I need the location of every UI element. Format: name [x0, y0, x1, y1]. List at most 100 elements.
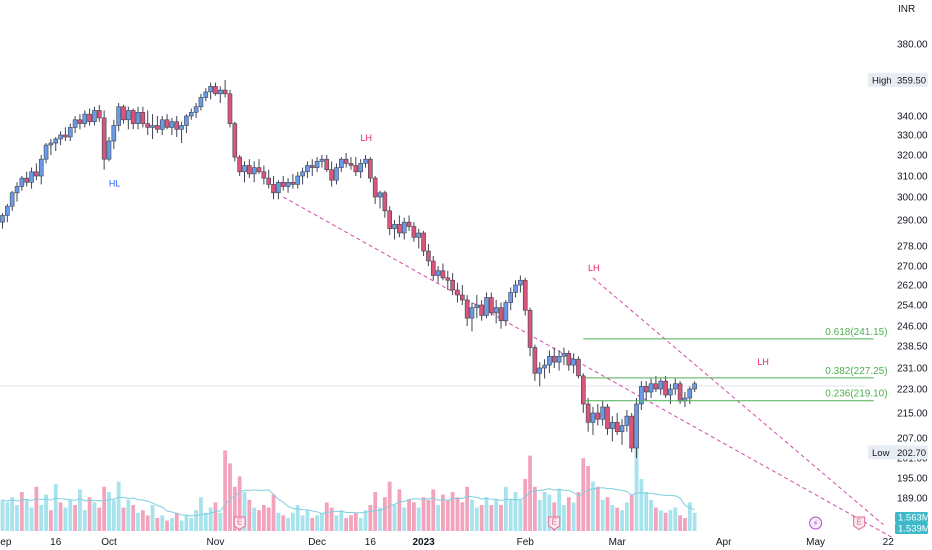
candle — [38, 155, 44, 185]
time-tick-label: 2023 — [412, 537, 435, 548]
volume-bar — [484, 497, 489, 531]
low-tag-value: 202.70 — [897, 448, 926, 459]
candle-body — [87, 113, 92, 123]
volume-bar — [170, 518, 174, 531]
volume-bar — [82, 510, 87, 531]
volume-bar — [349, 515, 353, 531]
candle — [0, 213, 5, 229]
candle — [561, 347, 567, 366]
earnings-marker[interactable]: E — [233, 516, 246, 531]
volume-tag-value: 1.539M — [898, 524, 930, 535]
swing-label: LH — [757, 357, 769, 367]
candle-body — [576, 358, 581, 377]
volume-bar — [373, 492, 378, 531]
candle-body — [343, 158, 349, 164]
candle-body — [329, 169, 334, 181]
volume-bar — [247, 499, 252, 531]
volume-bar — [605, 497, 610, 531]
candle — [518, 275, 523, 293]
candle-body — [556, 355, 562, 363]
candle — [479, 300, 484, 321]
candle-body — [377, 192, 383, 198]
volume-bar — [639, 479, 644, 531]
candle-body — [145, 123, 150, 128]
candle — [271, 176, 276, 200]
candle-body — [489, 297, 494, 314]
candle-body — [334, 167, 339, 181]
volume-bar — [595, 486, 600, 531]
volume-bar — [518, 499, 523, 531]
earnings-marker[interactable]: E — [853, 516, 866, 531]
candle — [256, 159, 262, 174]
candle — [48, 139, 54, 155]
volume-bar — [581, 458, 586, 531]
candle-body — [459, 294, 465, 301]
candle — [309, 159, 315, 176]
volume-bar — [184, 515, 189, 531]
earnings-letter: E — [552, 518, 557, 527]
candle — [169, 117, 175, 135]
candle — [498, 302, 504, 329]
fib-level-label: 0.618(241.15) — [825, 327, 887, 338]
volume-bar — [179, 520, 184, 531]
volume-bar — [334, 515, 339, 531]
candle-body — [9, 192, 15, 207]
candle — [101, 110, 107, 170]
candle-body — [537, 367, 543, 374]
price-tick-label: 310.00 — [897, 172, 928, 183]
candle — [314, 157, 320, 172]
price-tick-label: 300.00 — [897, 193, 928, 204]
volume-bar — [528, 455, 532, 531]
volume-bar — [300, 515, 305, 531]
candle — [106, 137, 112, 162]
price-tick-label: 195.00 — [897, 474, 928, 485]
volume-bar — [412, 502, 416, 531]
candle — [276, 180, 281, 200]
candle-body — [508, 292, 514, 303]
fib-level-label: 0.236(219.10) — [825, 389, 887, 400]
earnings-marker[interactable]: E — [548, 516, 561, 531]
candle — [242, 161, 247, 183]
price-tick-label: 290.00 — [897, 216, 928, 227]
candle — [290, 173, 296, 189]
candle-body — [285, 182, 291, 187]
time-tick-label: Feb — [517, 537, 535, 548]
event-markers[interactable]: E E ⚡ E — [233, 516, 866, 531]
volume-bar — [53, 484, 58, 531]
volume-bar — [73, 505, 77, 531]
candle — [493, 300, 499, 324]
candle-body — [363, 158, 368, 164]
volume-bar — [537, 499, 542, 531]
earnings-letter: E — [857, 518, 862, 527]
candle — [164, 114, 170, 130]
candle-body — [397, 224, 402, 234]
candle-body — [498, 307, 504, 322]
volume-bar — [533, 486, 537, 531]
volume-bar — [431, 489, 436, 531]
volume-bar — [620, 510, 624, 531]
price-tick-label: 262.00 — [897, 281, 928, 292]
candle-body — [251, 167, 257, 175]
dividend-marker-icon[interactable]: ⚡ — [809, 516, 823, 530]
candle-body — [634, 403, 639, 449]
candle — [72, 116, 78, 134]
candle-body — [430, 260, 436, 276]
candle — [203, 88, 209, 102]
volume-bar — [223, 450, 228, 531]
candle-body — [455, 289, 460, 296]
volume-bar — [363, 510, 368, 531]
candle-body — [580, 375, 586, 405]
candle — [571, 353, 576, 374]
candle — [319, 155, 325, 168]
price-tick-label: 231.00 — [897, 364, 928, 375]
volume-bar — [102, 486, 107, 531]
volume-bar — [654, 507, 658, 531]
candle-body — [164, 119, 170, 128]
volume-bar — [39, 505, 44, 531]
time-axis[interactable]: Sep 16 Oct Nov Dec 16 2023 Feb Mar Apr May 22 — [0, 537, 894, 548]
volume-bar — [683, 518, 687, 531]
candle-body — [542, 364, 547, 369]
fibonacci-levels: 0.618(241.15) 0.382(227.25) 0.236(219.10) — [583, 327, 888, 402]
candle — [67, 123, 73, 141]
